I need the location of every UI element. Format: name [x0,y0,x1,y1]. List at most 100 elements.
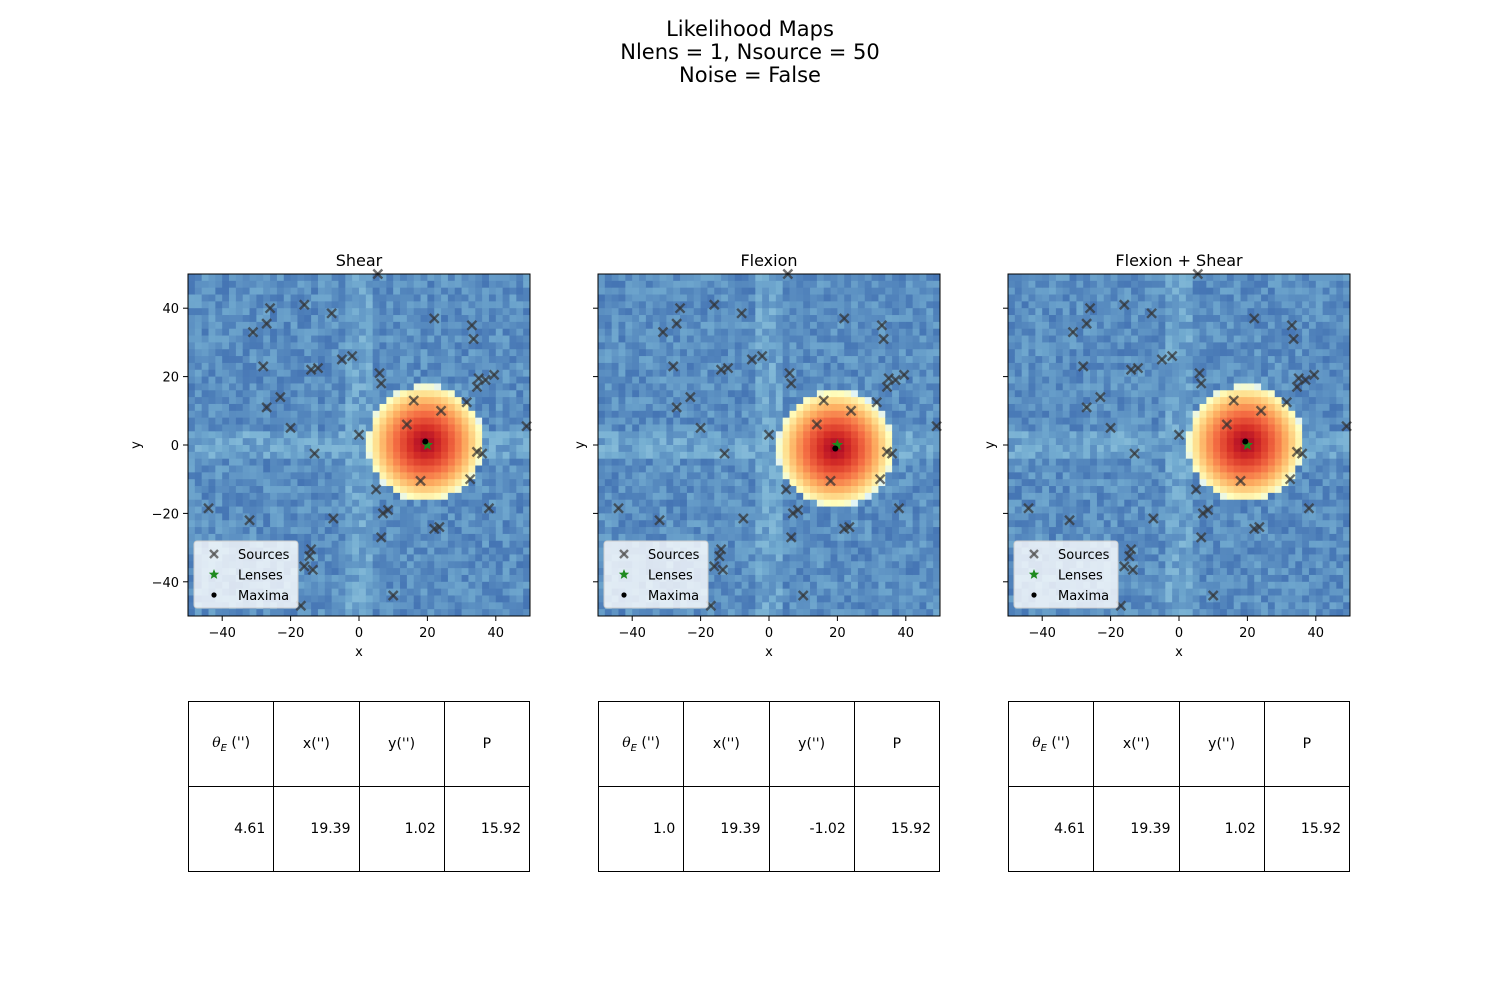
source-marker [466,319,478,331]
legend-box [193,540,299,609]
table-header-cell: y('') [1178,701,1265,787]
source-marker [671,318,683,329]
source-marker [415,475,426,487]
source-marker [1118,299,1130,311]
x-tick-label: 0 [765,626,773,641]
legend-maxima-icon [1031,592,1037,598]
source-marker [264,302,276,314]
legend-maxima-icon [621,592,627,598]
table-value-cell: -1.02 [768,786,855,872]
source-marker [328,513,339,524]
source-marker [336,354,348,365]
source-marker [377,508,389,519]
figure-title-line-2: Nlens = 1, Nsource = 50 [620,40,880,64]
source-marker [878,333,889,345]
table-value-cell: 15.92 [853,786,941,872]
source-marker [304,550,315,562]
sources-1 [203,268,532,612]
legend-entry: Maxima [1058,589,1109,604]
source-marker [825,475,836,487]
legend-lenses-icon [208,569,220,579]
source-marker [476,448,488,459]
panel-3: Flexion + Shear −40 −20 0 20 40 x y Sources Lense… [983,251,1352,660]
theta-unit: ('') [641,734,661,751]
source-marker [1228,395,1240,406]
source-marker [382,504,394,516]
legend-lenses-icon [1028,569,1040,579]
legend-box [1013,540,1119,609]
source-marker [1077,360,1089,372]
source-marker [1118,561,1130,572]
panel-title: Flexion [740,251,797,270]
source-marker [261,318,273,329]
source-marker [787,508,799,519]
sources-3 [1023,268,1352,612]
source-marker [886,448,898,459]
source-marker [203,502,214,514]
x-tick-label: −40 [618,626,645,641]
source-marker [244,514,255,526]
panel-1: Shear −40 −20 0 20 40 x −40 −20 0 20 40 y Sources Lens… [129,251,532,660]
theta-unit: ('') [231,734,251,751]
source-marker [257,360,269,372]
panel-2: Flexion −40 −20 0 20 40 x y Sources Lenses Maxima [573,251,942,660]
source-marker [375,531,387,543]
source-marker [435,405,447,417]
y-tick-label: 0 [171,439,179,454]
x-tick-label: 20 [829,626,846,641]
legend-entry: Maxima [238,589,289,604]
source-marker [1084,302,1096,314]
source-marker [374,367,385,379]
source-marker [871,396,883,408]
table-value-cell: 15.92 [1263,786,1351,872]
source-marker [671,402,683,413]
source-marker [1286,319,1298,331]
source-marker [1281,396,1293,408]
source-marker [845,405,857,417]
source-marker [719,448,730,459]
source-marker [722,362,734,374]
y-tick-label: −40 [152,576,179,591]
y-tick-label: 40 [162,302,179,317]
source-marker [1296,448,1308,459]
heatmap-1 [188,274,531,617]
source-marker [1127,564,1139,576]
source-marker [1132,362,1144,374]
source-marker [736,307,747,319]
source-marker [1094,391,1106,403]
source-marker [1207,590,1219,601]
legend-box [603,540,709,609]
source-marker [667,360,679,372]
source-marker [428,313,440,324]
source-marker [674,302,686,314]
x-tick-label: 20 [1239,626,1256,641]
lens-marker [831,439,844,450]
source-marker [785,378,797,389]
table-header-cell: P [443,701,531,787]
source-marker [1064,514,1075,526]
table-value-cell: 1.02 [1178,786,1265,872]
results-table-2: θE ('') x('') y('') P 1.0 19.39 -1.02 15.92 [597,701,941,872]
x-tick-label: 40 [1308,626,1325,641]
source-marker [1288,333,1299,345]
source-marker [756,350,768,362]
source-marker [326,307,337,319]
source-marker [468,333,479,345]
source-marker [1190,484,1202,495]
table-header-cell: P [853,701,941,787]
x-tick-label: 20 [419,626,436,641]
source-marker [1235,475,1246,487]
legend-entry: Lenses [238,569,283,584]
source-marker [1105,422,1116,434]
source-marker [898,369,910,381]
table-value-cell: 19.39 [683,786,770,872]
source-marker [401,419,413,430]
x-tick-label: 0 [355,626,363,641]
table-value-cell: 19.39 [273,786,360,872]
source-marker [387,590,399,601]
source-marker [471,381,483,393]
source-marker [890,374,901,386]
source-marker [746,354,758,365]
table-value-cell: 4.61 [1007,786,1095,872]
